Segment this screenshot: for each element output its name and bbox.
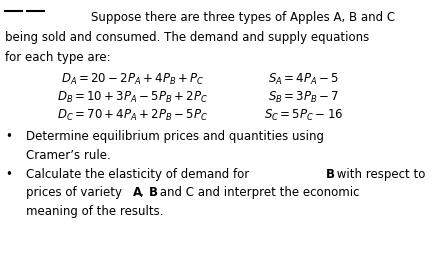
Text: Cramer’s rule.: Cramer’s rule. xyxy=(26,149,110,162)
Text: B: B xyxy=(326,168,334,181)
Text: prices of variety: prices of variety xyxy=(26,186,125,199)
Text: and C and interpret the economic: and C and interpret the economic xyxy=(156,186,359,199)
Text: with respect to: with respect to xyxy=(333,168,426,181)
Text: Calculate the elasticity of demand for: Calculate the elasticity of demand for xyxy=(26,168,253,181)
Text: B: B xyxy=(149,186,158,199)
Text: $D_{A}=20-2P_{A}+4P_{B}+P_{C}$: $D_{A}=20-2P_{A}+4P_{B}+P_{C}$ xyxy=(61,72,205,87)
Text: •: • xyxy=(5,130,12,143)
Text: $D_{C}=70+4P_{A}+2P_{B}-5P_{C}$: $D_{C}=70+4P_{A}+2P_{B}-5P_{C}$ xyxy=(57,108,209,123)
Text: Determine equilibrium prices and quantities using: Determine equilibrium prices and quantit… xyxy=(26,130,324,143)
Text: $S_{C}=5P_{C}-16$: $S_{C}=5P_{C}-16$ xyxy=(264,108,343,123)
Text: A: A xyxy=(133,186,142,199)
Text: meaning of the results.: meaning of the results. xyxy=(26,205,163,218)
Text: $S_{A}=4P_{A}-5$: $S_{A}=4P_{A}-5$ xyxy=(268,72,339,87)
Text: Suppose there are three types of Apples A, B and C: Suppose there are three types of Apples … xyxy=(91,11,395,24)
Text: ,: , xyxy=(140,186,148,199)
Text: $D_{B}=10+3P_{A}-5P_{B}+2P_{C}$: $D_{B}=10+3P_{A}-5P_{B}+2P_{C}$ xyxy=(57,90,209,105)
Text: for each type are:: for each type are: xyxy=(5,51,111,64)
Text: $S_{B}=3P_{B}-7$: $S_{B}=3P_{B}-7$ xyxy=(268,90,339,105)
Text: •: • xyxy=(5,168,12,181)
Text: being sold and consumed. The demand and supply equations: being sold and consumed. The demand and … xyxy=(5,31,369,44)
